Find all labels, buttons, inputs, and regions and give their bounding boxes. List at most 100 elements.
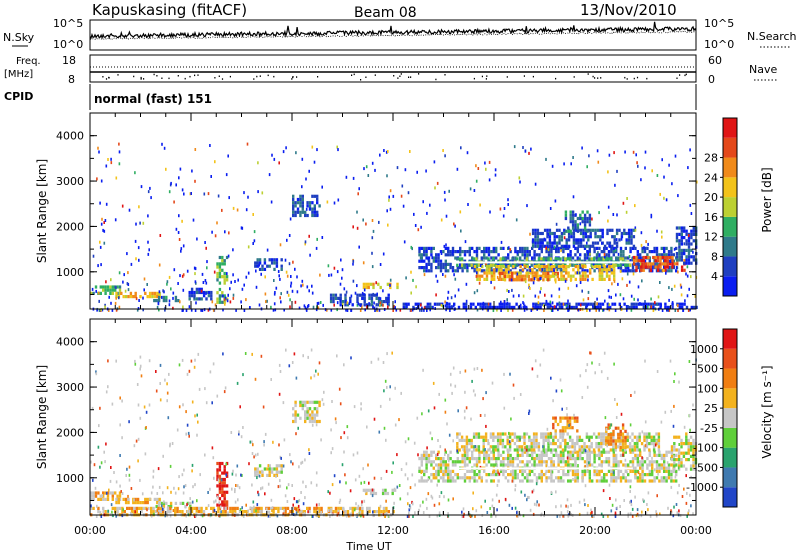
range-cell — [292, 201, 295, 205]
range-cell — [211, 401, 213, 405]
range-cell — [361, 500, 363, 504]
range-cell — [418, 457, 421, 461]
range-cell — [623, 499, 625, 502]
range-cell — [263, 258, 267, 262]
range-cell — [500, 268, 503, 272]
range-cell — [180, 247, 183, 251]
freq-dot — [140, 78, 142, 80]
range-cell — [460, 445, 464, 449]
range-cell — [121, 399, 123, 403]
range-cell — [504, 445, 507, 449]
range-cell — [595, 473, 599, 477]
range-cell — [533, 265, 537, 269]
range-cell — [661, 268, 665, 272]
range-cell — [440, 218, 443, 222]
range-cell — [394, 423, 397, 427]
range-cell — [595, 442, 598, 446]
range-cell — [308, 207, 312, 211]
range-cell — [533, 450, 536, 454]
range-cell — [201, 309, 204, 312]
y-tick-label: 1000 — [56, 266, 84, 279]
range-cell — [566, 416, 569, 420]
range-cell — [285, 270, 288, 274]
range-cell — [552, 399, 554, 403]
range-cell — [270, 261, 274, 265]
range-cell — [678, 302, 681, 306]
range-cell — [275, 473, 279, 477]
range-cell — [223, 500, 226, 504]
range-cell — [496, 268, 498, 272]
range-cell — [535, 275, 538, 279]
range-cell — [473, 189, 476, 192]
range-cell — [438, 463, 440, 467]
range-cell — [600, 460, 603, 464]
range-cell — [591, 244, 595, 248]
range-cell — [653, 468, 656, 472]
range-cell — [529, 508, 532, 512]
range-cell — [468, 263, 471, 267]
range-cell — [575, 284, 578, 288]
range-cell — [588, 213, 592, 217]
range-cell — [615, 457, 618, 461]
range-cell — [352, 453, 355, 457]
range-cell — [629, 259, 632, 262]
range-cell — [618, 238, 621, 242]
range-cell — [670, 250, 673, 254]
range-cell — [451, 250, 455, 254]
range-cell — [612, 448, 615, 452]
range-cell — [528, 253, 531, 257]
range-cell — [631, 448, 634, 452]
range-cell — [506, 438, 509, 442]
range-cell — [559, 419, 562, 423]
range-cell — [210, 297, 213, 301]
range-cell — [432, 476, 435, 480]
range-cell — [225, 461, 229, 466]
range-cell — [532, 281, 535, 285]
range-cell — [630, 302, 633, 306]
range-cell — [677, 451, 681, 455]
range-cell — [642, 498, 644, 502]
range-cell — [339, 282, 342, 286]
range-cell — [597, 305, 600, 309]
range-cell — [560, 244, 564, 248]
range-cell — [556, 422, 560, 427]
range-cell — [454, 250, 457, 254]
range-cell — [313, 413, 316, 417]
range-cell — [460, 229, 462, 233]
range-cell — [552, 479, 555, 483]
range-cell — [258, 510, 261, 514]
range-cell — [543, 453, 546, 457]
range-cell — [600, 442, 603, 446]
range-cell — [564, 246, 567, 250]
range-cell — [442, 460, 445, 464]
range-cell — [567, 246, 570, 250]
range-cell — [236, 506, 239, 510]
range-cell — [671, 182, 673, 186]
range-cell — [447, 466, 450, 470]
range-cell — [313, 416, 316, 420]
range-cell — [425, 246, 428, 250]
range-cell — [367, 282, 370, 286]
range-cell — [432, 450, 435, 454]
range-cell — [108, 295, 110, 299]
range-cell — [381, 488, 385, 492]
range-cell — [567, 226, 570, 230]
range-cell — [107, 359, 109, 363]
range-cell — [632, 259, 636, 263]
range-cell — [566, 445, 569, 449]
range-cell — [596, 302, 598, 306]
range-cell — [661, 255, 665, 260]
range-cell — [576, 226, 580, 230]
range-cell — [607, 463, 611, 467]
range-cell — [301, 194, 304, 198]
range-cell — [221, 503, 224, 507]
range-cell — [252, 213, 254, 216]
range-cell — [497, 468, 499, 472]
range-cell — [459, 476, 462, 480]
range-cell — [640, 268, 643, 272]
range-cell — [422, 511, 425, 514]
range-cell — [692, 239, 695, 243]
range-cell — [503, 275, 507, 279]
range-cell — [566, 413, 568, 417]
